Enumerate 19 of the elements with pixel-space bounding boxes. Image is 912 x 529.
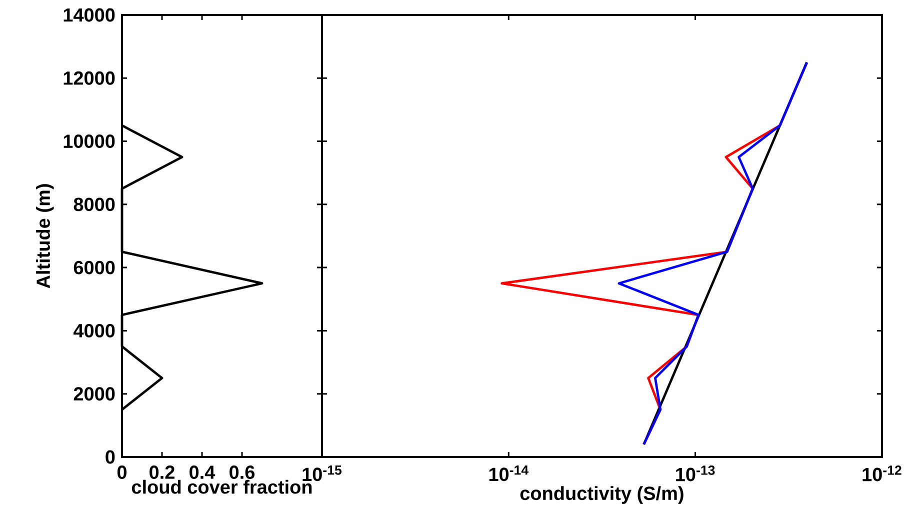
x-axis-title: cloud cover fraction bbox=[132, 480, 312, 494]
y-tick-label: 8000 bbox=[74, 198, 115, 212]
y-tick-label: 10000 bbox=[64, 134, 115, 148]
x-tick-label: 0.2 bbox=[150, 466, 174, 479]
y-tick-label: 14000 bbox=[64, 8, 115, 22]
y-tick-label: 0 bbox=[106, 450, 115, 464]
x-tick-label: 0.6 bbox=[230, 466, 255, 479]
x-tick-label: 0 bbox=[117, 466, 127, 479]
y-tick-label: 2000 bbox=[74, 387, 115, 401]
y-axis-title: Altitude (m) bbox=[36, 184, 54, 288]
x-tick-label: 10$^{-13}$ bbox=[676, 466, 715, 482]
y-tick-label: 12000 bbox=[64, 71, 115, 85]
x-tick-label: 10$^{-12}$ bbox=[862, 466, 902, 482]
x-tick-label: 10$^{-15}$ bbox=[302, 466, 342, 482]
x-axis-title: conductivity (S/m) bbox=[520, 486, 684, 504]
y-tick-label: 4000 bbox=[73, 324, 115, 338]
y-tick-label: 6000 bbox=[74, 260, 115, 274]
x-tick-label: 0.4 bbox=[190, 466, 216, 479]
x-tick-label: 10$^{-14}$ bbox=[489, 466, 528, 482]
